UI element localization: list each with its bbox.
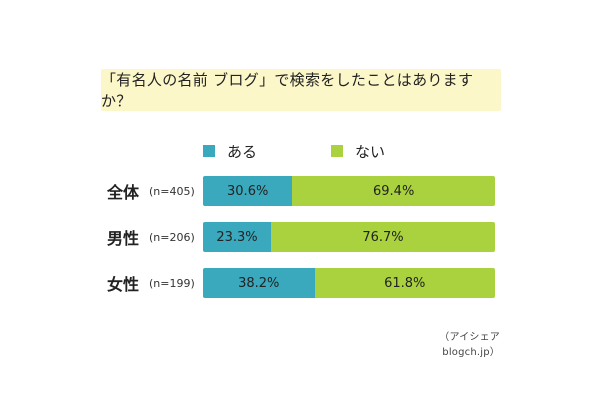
bar-segment-aru: 23.3%	[203, 222, 272, 252]
row-label: 男性 (n=206)	[107, 222, 203, 252]
category-name: 全体	[107, 183, 140, 202]
bar-segment-aru: 38.2%	[203, 268, 315, 298]
row-label: 全体 (n=405)	[107, 176, 203, 206]
legend-item-nai: ない	[331, 141, 385, 161]
legend-item-aru: ある	[203, 141, 257, 161]
bar-segment-nai: 61.8%	[314, 268, 495, 298]
category-name: 女性	[107, 275, 140, 294]
category-sample-size: (n=206)	[149, 230, 195, 244]
category-sample-size: (n=405)	[149, 184, 195, 198]
legend-label-aru: ある	[227, 142, 258, 161]
bar-segment-nai: 69.4%	[292, 176, 495, 206]
bar-segment-nai: 76.7%	[271, 222, 495, 252]
stacked-bar: 30.6% 69.4%	[203, 176, 495, 206]
source-credit: （アイシェア blogch.jp）	[439, 332, 500, 358]
category-name: 男性	[107, 229, 140, 248]
stacked-bar: 38.2% 61.8%	[203, 268, 495, 298]
category-sample-size: (n=199)	[149, 276, 195, 290]
row-label: 女性 (n=199)	[107, 268, 203, 298]
stacked-bar: 23.3% 76.7%	[203, 222, 495, 252]
legend-label-nai: ない	[355, 142, 386, 161]
legend-swatch-aru	[203, 145, 215, 157]
legend-swatch-nai	[331, 145, 343, 157]
bar-segment-aru: 30.6%	[203, 176, 293, 206]
chart-title: 「有名人の名前 ブログ」で検索をしたことはありますか？	[101, 69, 501, 111]
